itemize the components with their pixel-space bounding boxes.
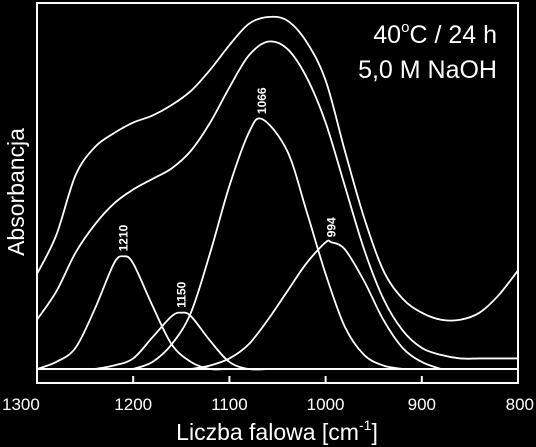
x-axis-title: Liczba falowa [cm-1]: [176, 417, 378, 445]
x-axis-title-main: Liczba falowa [cm: [176, 419, 359, 445]
annotation-degree-sup: o: [401, 19, 409, 36]
peak-labels: 1210 1150 1066 994: [117, 87, 339, 308]
spectrum-curve-2: [36, 40, 518, 360]
x-tick-label-1000: 1000: [307, 395, 345, 414]
x-tick-label-1200: 1200: [114, 395, 152, 414]
peak-label-994: 994: [324, 217, 338, 237]
x-tick-label-1100: 1100: [211, 395, 248, 414]
peak-curve-994: [190, 239, 442, 370]
peak-curve-1066: [132, 117, 403, 370]
peak-label-1210: 1210: [117, 224, 131, 251]
spectrum-curve-1: [36, 15, 519, 322]
plot-frame: [36, 2, 519, 384]
x-tick-label-1300: 1300: [2, 395, 40, 414]
peak-label-1150: 1150: [174, 281, 188, 307]
y-axis-title: Absorbancja: [3, 128, 29, 256]
series-layer: [36, 15, 519, 371]
annotation-temperature-time: 40oC / 24 h: [373, 19, 497, 49]
peak-curve-1150: [94, 311, 268, 371]
peak-label-1066: 1066: [255, 87, 269, 114]
x-tick-label-900: 900: [408, 395, 436, 414]
annotation-unit-time: C / 24 h: [409, 21, 497, 49]
x-tick-label-800: 800: [506, 395, 534, 414]
x-axis-title-close: ]: [371, 419, 377, 445]
peak-curve-1210: [36, 255, 249, 371]
x-axis-title-sup: -1: [359, 417, 372, 433]
annotation-concentration: 5,0 M NaOH: [358, 56, 497, 84]
annotation-temp-value: 40: [373, 21, 401, 49]
x-ticks: 1300 1200 1100 1000 900 800: [2, 376, 534, 414]
